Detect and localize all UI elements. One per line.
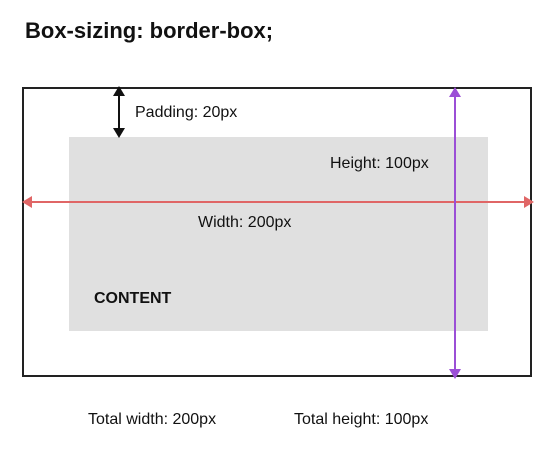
content-area xyxy=(69,137,488,331)
width-label: Width: 200px xyxy=(198,214,292,231)
height-arrow xyxy=(449,87,461,379)
border-box-outline xyxy=(22,87,532,377)
height-label: Height: 100px xyxy=(330,155,429,172)
content-label: CONTENT xyxy=(94,290,172,307)
diagram-title: Box-sizing: border-box; xyxy=(25,18,274,43)
width-arrow xyxy=(22,196,534,208)
total-height-label: Total height: 100px xyxy=(294,411,429,428)
padding-arrow xyxy=(113,86,125,138)
total-width-label: Total width: 200px xyxy=(88,411,217,428)
padding-label: Padding: 20px xyxy=(135,104,238,121)
